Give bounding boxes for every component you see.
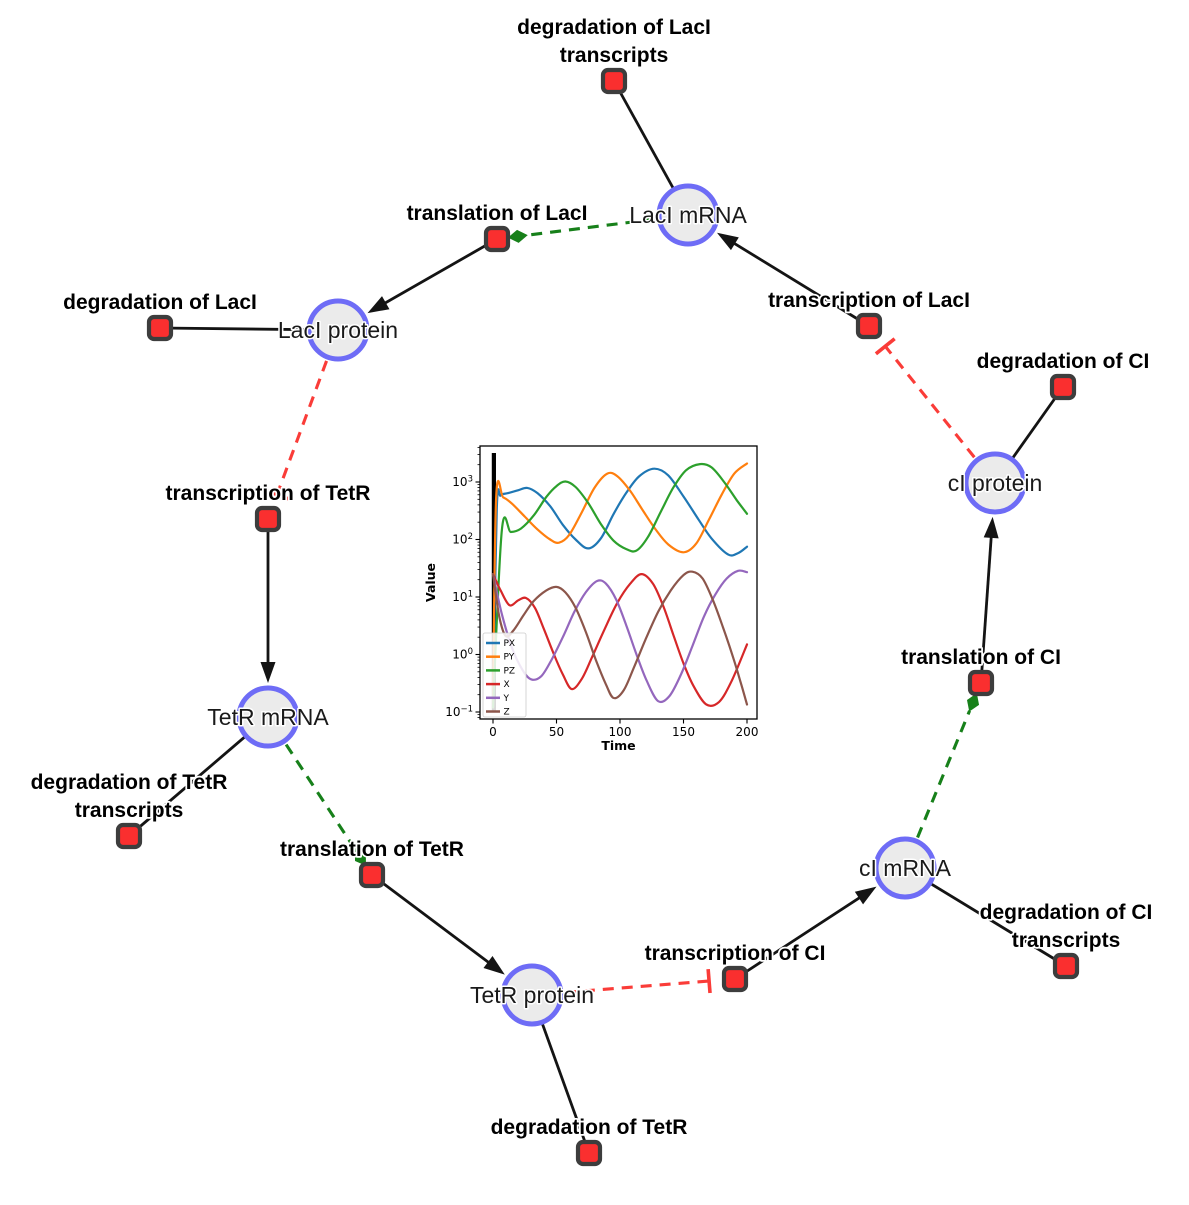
chart-series-PX (491, 467, 749, 709)
y-tick-label: 101 (452, 590, 473, 605)
y-axis-label: Value (423, 563, 438, 602)
reaction-node-tl_tetR[interactable] (358, 861, 386, 889)
reaction-node-deg_cI_tx[interactable] (1052, 952, 1080, 980)
chart-series-PY (491, 462, 749, 709)
edge-inhibition-cI_protein-tc_lacI (884, 345, 976, 459)
reaction-node-tc_tetR[interactable] (254, 505, 282, 533)
species-node-tetR_mRNA[interactable] (236, 685, 300, 749)
plot-spines (479, 445, 758, 720)
reaction-node-tc_cI[interactable] (721, 965, 749, 993)
chart-series-Y (491, 569, 749, 704)
species-node-cI_mRNA[interactable] (873, 836, 937, 900)
reaction-label-deg_tetR_tx: degradation of TetR transcripts (31, 771, 228, 822)
reaction-label-tl_tetR: translation of TetR (280, 838, 464, 861)
labels-layer: degradation of LacI transcripts translatio… (29, 14, 1154, 1141)
legend-label-Z: Z (504, 708, 510, 718)
edge-production-tetR_protein-tl_tetR (371, 873, 497, 969)
x-axis-label: Time (601, 738, 635, 753)
x-tick-label: 200 (736, 725, 759, 739)
reaction-label-tc_cI: transcription of CI (645, 942, 826, 965)
reaction-label-deg_lacI_tx: degradation of LacI transcripts (517, 16, 711, 67)
species-label-lacI_protein: LacI protein (278, 317, 398, 343)
species-label-tetR_mRNA: TetR mRNA (207, 704, 329, 730)
timecourse-plot: 0 50 100 150 20010310210110010−1TimeValuePXP… (423, 445, 759, 753)
edge-inhibition-tetR_protein-tc_cI-tbar-icon (706, 968, 712, 994)
x-tick-label: 150 (672, 725, 695, 739)
reaction-label-tl_lacI: translation of LacI (407, 202, 588, 225)
chart-series-X (491, 572, 749, 707)
reaction-node-deg_tetR_tx[interactable] (115, 822, 143, 850)
legend-label-PZ: PZ (504, 666, 516, 676)
edge-modifier-lacI_mRNA-tl_lacI-diamond-icon (507, 229, 528, 243)
reaction-node-deg_lacI[interactable] (146, 314, 174, 342)
edge-production-lacI_protein-tl_lacI (377, 237, 498, 309)
x-tick-label: 100 (609, 725, 632, 739)
chart-legend-box (482, 632, 527, 718)
reaction-label-tl_cI: translation of CI (901, 646, 1061, 669)
reaction-node-tc_lacI[interactable] (855, 312, 883, 340)
y-tick-label: 100 (452, 647, 473, 662)
species-node-lacI_mRNA[interactable] (656, 183, 720, 247)
chart-series-PZ (491, 462, 749, 709)
edge-modifier-cI_mRNA-tl_cI (916, 710, 972, 839)
reaction-node-deg_tetR[interactable] (575, 1139, 603, 1167)
species-label-lacI_mRNA: LacI mRNA (629, 202, 747, 228)
edge-production-tetR_mRNA-tc_tetR-arrowhead-icon (260, 662, 276, 683)
edge-inhibition-cI_protein-tc_lacI-tbar-icon (874, 337, 896, 356)
edge-production-lacI_mRNA-tc_lacI-arrowhead-icon (716, 232, 739, 251)
chart-legend: PX PY PZ XYZ (482, 632, 527, 718)
plot-curves (491, 452, 749, 712)
x-tick-label: 50 (549, 725, 564, 739)
species-node-lacI_protein[interactable] (306, 298, 370, 362)
edge-modifier-lacI_mRNA-tl_lacI (526, 217, 656, 237)
reaction-label-deg_lacI: degradation of LacI (63, 291, 257, 314)
legend-label-X: X (504, 680, 510, 690)
species-label-tetR_protein: TetR protein (470, 982, 594, 1008)
edge-production-lacI_mRNA-tc_lacI (726, 237, 870, 328)
species-nodes-layer (236, 183, 1027, 1027)
edge-modifier-tetR_mRNA-tl_tetR-diamond-icon (354, 849, 366, 866)
species-label-cI_protein: cI protein (948, 470, 1043, 496)
reaction-label-deg_cI: degradation of CI (977, 350, 1150, 373)
y-tick-label: 103 (452, 475, 473, 490)
reaction-label-deg_cI_tx: degradation of CI transcripts (980, 901, 1153, 952)
edge-production-lacI_protein-tl_lacI-arrowhead-icon (367, 296, 390, 314)
edge-production-cI_protein-tl_cI-arrowhead-icon (983, 516, 999, 539)
edge-production-cI_mRNA-tc_cI-arrowhead-icon (854, 886, 877, 905)
edge-production-tetR_protein-tl_tetR-arrowhead-icon (483, 956, 505, 975)
legend-label-PX: PX (504, 639, 516, 649)
species-label-cI_mRNA: cI mRNA (859, 855, 952, 881)
legend-label-Y: Y (503, 694, 510, 704)
edge-modifier-cI_mRNA-tl_cI-diamond-icon (967, 693, 980, 712)
reaction-label-deg_tetR: degradation of TetR (491, 1116, 688, 1139)
reaction-node-deg_lacI_tx[interactable] (600, 67, 628, 95)
reaction-node-tl_lacI[interactable] (483, 225, 511, 253)
species-node-cI_protein[interactable] (963, 451, 1027, 515)
edge-modifier-tetR_mRNA-tl_tetR (284, 743, 357, 851)
reaction-label-tc_tetR: transcription of TetR (166, 482, 371, 505)
edge-production-cI_mRNA-tc_cI (734, 891, 868, 981)
reaction-node-deg_cI[interactable] (1049, 373, 1077, 401)
edge-inhibition-lacI_protein-tc_tetR (275, 360, 328, 496)
x-tick-label: 0 (489, 725, 497, 739)
legend-label-PY: PY (504, 653, 515, 663)
edge-inhibition-lacI_protein-tc_tetR-tbar-icon (265, 488, 289, 501)
reaction-node-tl_cI[interactable] (967, 669, 995, 697)
y-tick-label: 10−1 (445, 705, 473, 720)
y-tick-label: 102 (452, 532, 473, 547)
reaction-nodes-layer (115, 67, 1080, 1167)
edge-production-cI_protein-tl_cI (979, 528, 994, 684)
edge-inhibition-tetR_protein-tc_cI (564, 979, 710, 994)
species-node-tetR_protein[interactable] (500, 963, 564, 1027)
reaction-label-tc_lacI: transcription of LacI (768, 289, 970, 312)
chart-series-Z (491, 570, 749, 706)
